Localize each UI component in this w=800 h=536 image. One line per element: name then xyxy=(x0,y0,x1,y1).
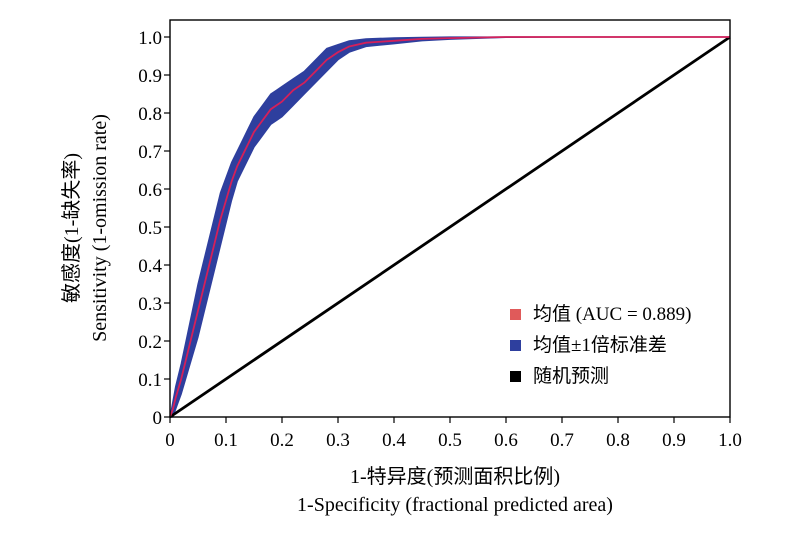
y-tick-label: 0.8 xyxy=(138,104,162,125)
y-tick-label: 0.1 xyxy=(138,370,162,391)
y-tick-label: 0 xyxy=(153,408,163,429)
x-tick-label: 1.0 xyxy=(718,430,742,451)
x-tick-label: 0.2 xyxy=(270,430,294,451)
legend-swatch-random xyxy=(510,371,521,382)
legend-label-std: 均值±1倍标准差 xyxy=(533,334,667,356)
y-tick-label: 0.6 xyxy=(138,180,162,201)
y-tick-label: 0.4 xyxy=(138,256,162,277)
legend-label-random: 随机预测 xyxy=(533,365,609,387)
y-tick-label: 0.2 xyxy=(138,332,162,353)
y-tick-label: 1.0 xyxy=(138,28,162,49)
legend: 均值 (AUC = 0.889) 均值±1倍标准差 随机预测 xyxy=(510,303,692,387)
mean-roc-line xyxy=(169,36,730,418)
plot-layer xyxy=(169,35,731,419)
x-axis: 0 0.1 0.2 0.3 0.4 0.5 0.6 0.7 0.8 0.9 1.0 xyxy=(165,417,742,451)
y-tick-label: 0.9 xyxy=(138,66,162,87)
y-axis-title-en: Sensitivity (1-omission rate) xyxy=(89,114,111,342)
std-band xyxy=(169,36,730,418)
x-tick-label: 0.9 xyxy=(662,430,686,451)
legend-label-mean: 均值 (AUC = 0.889) xyxy=(533,303,692,325)
y-axis-title-cn: 敏感度(1-缺失率) xyxy=(60,153,83,303)
x-tick-label: 0.3 xyxy=(326,430,350,451)
y-tick-label: 0.5 xyxy=(138,218,162,239)
x-axis-title-cn: 1-特异度(预测面积比例) xyxy=(350,465,560,488)
x-tick-label: 0.4 xyxy=(382,430,406,451)
legend-swatch-std xyxy=(510,340,521,351)
x-tick-label: 0.5 xyxy=(438,430,462,451)
x-tick-label: 0.6 xyxy=(494,430,518,451)
plot-frame xyxy=(169,19,731,418)
y-tick-label: 0.3 xyxy=(138,294,162,315)
legend-swatch-mean xyxy=(510,309,521,320)
y-tick-label: 0.7 xyxy=(138,142,162,163)
x-tick-label: 0.7 xyxy=(550,430,574,451)
x-axis-title-en: 1-Specificity (fractional predicted area… xyxy=(297,494,613,516)
y-axis: 0 0.1 0.2 0.3 0.4 0.5 0.6 0.7 0.8 0.9 1.0 xyxy=(138,28,170,429)
x-tick-label: 0.1 xyxy=(214,430,238,451)
x-tick-label: 0 xyxy=(165,430,175,451)
x-tick-label: 0.8 xyxy=(606,430,630,451)
random-prediction-line xyxy=(169,35,731,419)
